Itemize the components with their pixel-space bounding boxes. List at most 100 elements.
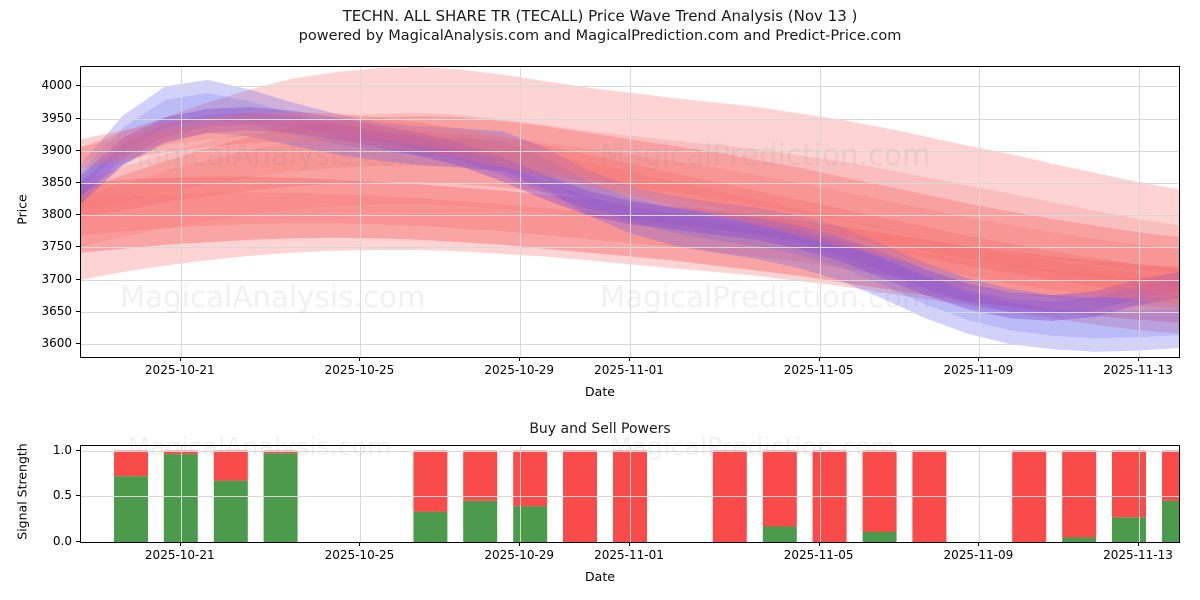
price-chart-plot-area bbox=[80, 66, 1180, 358]
power-y-tick-mark bbox=[76, 449, 80, 451]
buy-power-bar bbox=[1112, 517, 1146, 542]
power-y-tick-mark bbox=[76, 495, 80, 497]
price-gridline-v bbox=[360, 67, 362, 357]
power-chart-title: Buy and Sell Powers bbox=[529, 421, 671, 437]
price-x-tick-mark bbox=[1138, 357, 1140, 361]
power-gridline-v bbox=[819, 446, 821, 542]
price-y-tick-mark bbox=[76, 343, 80, 345]
price-x-tick-label: 2025-11-05 bbox=[783, 363, 854, 377]
price-y-tick-mark bbox=[76, 246, 80, 248]
price-y-tick-label: 4000 bbox=[41, 78, 72, 93]
power-gridline-v bbox=[520, 446, 522, 542]
sell-power-bar bbox=[413, 450, 448, 512]
price-y-tick-label: 3950 bbox=[41, 110, 72, 125]
price-y-tick-mark bbox=[76, 310, 80, 312]
buy-power-bar bbox=[263, 453, 298, 542]
page-title: TECHN. ALL SHARE TR (TECALL) Price Wave … bbox=[342, 7, 858, 25]
sell-power-bar bbox=[114, 450, 148, 477]
price-y-axis-label: Price bbox=[14, 194, 30, 225]
price-x-tick-label: 2025-10-29 bbox=[484, 363, 555, 377]
power-gridline-v bbox=[360, 446, 362, 542]
price-y-tick-mark bbox=[76, 117, 80, 119]
price-band-core-lower-red-tail bbox=[81, 119, 1179, 296]
sell-power-bar bbox=[762, 450, 797, 527]
power-gridline-v bbox=[630, 446, 631, 542]
power-gridline-h bbox=[81, 542, 1179, 543]
power-x-tick-mark bbox=[519, 542, 521, 546]
sell-power-bar bbox=[213, 450, 248, 481]
price-y-tick-mark bbox=[76, 278, 80, 280]
buy-power-bar bbox=[213, 480, 248, 542]
price-x-tick-mark bbox=[818, 357, 820, 361]
power-x-tick-mark bbox=[818, 542, 820, 546]
price-x-tick-mark bbox=[629, 357, 630, 361]
price-y-tick-mark bbox=[76, 182, 80, 183]
power-x-tick-mark bbox=[179, 542, 181, 546]
power-x-tick-label: 2025-11-05 bbox=[783, 548, 854, 562]
buy-power-bar bbox=[463, 500, 498, 542]
buy-power-bar bbox=[114, 476, 148, 542]
price-y-tick-label: 3900 bbox=[41, 142, 72, 157]
price-gridline-v bbox=[180, 67, 182, 357]
price-x-tick-label: 2025-11-13 bbox=[1103, 363, 1173, 377]
price-band-core-mid-red-band bbox=[81, 192, 1179, 309]
power-x-tick-mark bbox=[978, 542, 980, 546]
buy-power-bar bbox=[1162, 500, 1179, 542]
power-y-tick-label: 0.0 bbox=[52, 534, 72, 548]
power-gridline-v bbox=[979, 446, 981, 542]
power-y-axis-label: Signal Strength bbox=[14, 443, 30, 540]
power-x-tick-label: 2025-11-01 bbox=[594, 548, 664, 562]
price-x-tick-mark bbox=[978, 357, 980, 361]
buy-power-bar bbox=[413, 511, 448, 542]
power-x-tick-mark bbox=[359, 542, 361, 546]
price-x-tick-label: 2025-11-01 bbox=[594, 363, 664, 377]
buy-power-bar bbox=[513, 506, 548, 542]
price-gridline-v bbox=[520, 67, 522, 357]
sell-power-bar bbox=[463, 450, 498, 501]
power-x-axis-label: Date bbox=[585, 569, 615, 584]
price-y-tick-label: 3650 bbox=[41, 303, 72, 318]
price-x-tick-label: 2025-11-09 bbox=[943, 363, 1014, 377]
price-y-tick-label: 3800 bbox=[41, 207, 72, 222]
power-x-tick-label: 2025-11-09 bbox=[943, 548, 1014, 562]
price-band-lower-red-tail bbox=[81, 112, 1179, 305]
page-subtitle: powered by MagicalAnalysis.com and Magic… bbox=[298, 28, 902, 44]
sell-power-bar bbox=[862, 450, 897, 532]
price-y-tick-label: 3600 bbox=[41, 336, 72, 351]
price-gridline-v bbox=[630, 67, 631, 357]
price-y-tick-mark bbox=[76, 85, 80, 87]
power-x-tick-mark bbox=[629, 542, 630, 546]
price-x-tick-label: 2025-10-25 bbox=[324, 363, 395, 377]
price-y-tick-mark bbox=[76, 149, 80, 151]
price-gridline-v bbox=[819, 67, 821, 357]
power-chart-plot-area bbox=[80, 445, 1180, 543]
power-gridline-v bbox=[180, 446, 182, 542]
power-x-tick-label: 2025-10-25 bbox=[324, 548, 395, 562]
power-gridline-v bbox=[1139, 446, 1141, 542]
sell-power-bar bbox=[513, 450, 548, 507]
price-x-tick-mark bbox=[359, 357, 361, 361]
power-y-tick-label: 1.0 bbox=[52, 442, 72, 457]
price-y-tick-label: 3750 bbox=[41, 239, 72, 254]
price-x-tick-mark bbox=[519, 357, 521, 361]
title-block: TECHN. ALL SHARE TR (TECALL) Price Wave … bbox=[0, 6, 1200, 46]
price-x-tick-label: 2025-10-21 bbox=[144, 363, 215, 377]
price-x-tick-mark bbox=[179, 357, 181, 361]
price-y-tick-mark bbox=[76, 214, 80, 216]
price-x-axis-label: Date bbox=[585, 384, 615, 399]
sell-power-bar bbox=[263, 450, 298, 454]
buy-power-bar bbox=[762, 526, 797, 542]
price-y-tick-label: 3850 bbox=[41, 175, 72, 189]
price-y-tick-label: 3700 bbox=[41, 271, 72, 286]
power-x-tick-label: 2025-10-29 bbox=[484, 548, 555, 562]
power-y-tick-label: 0.5 bbox=[52, 488, 72, 503]
power-x-tick-label: 2025-11-13 bbox=[1103, 548, 1173, 562]
power-x-tick-mark bbox=[1138, 542, 1140, 546]
sell-power-bar bbox=[1112, 450, 1146, 518]
power-x-tick-label: 2025-10-21 bbox=[144, 548, 215, 562]
sell-power-bar bbox=[1162, 450, 1179, 501]
buy-power-bar bbox=[862, 531, 897, 542]
sell-power-bar bbox=[1062, 450, 1097, 538]
price-gridline-v bbox=[979, 67, 981, 357]
